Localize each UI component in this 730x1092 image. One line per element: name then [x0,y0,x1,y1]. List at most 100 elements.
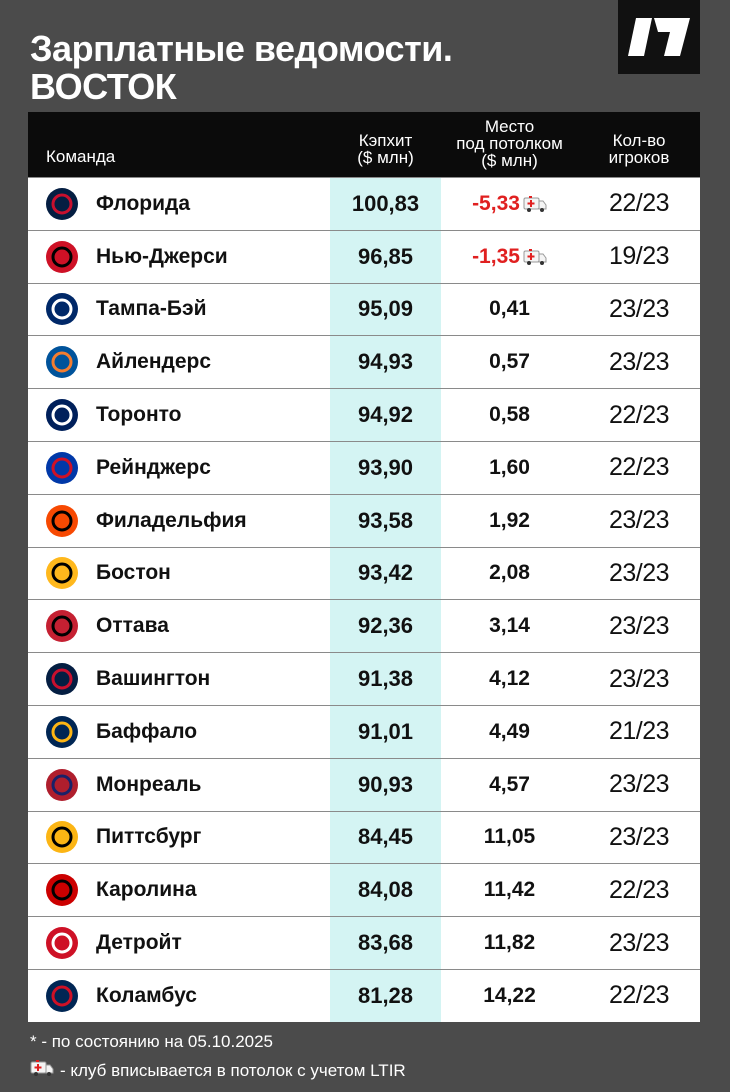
team-name: Айлендерс [96,350,212,374]
players-count: 22/23 [608,400,670,429]
players-count: 21/23 [608,717,670,746]
column-header: Кол-во игроков [608,131,670,167]
table-row: Монреаль 90,93 4,57 23/23 [28,757,700,811]
cap-space-value: 3,14 [489,614,530,638]
team-logo [46,557,78,590]
team-name: Нью-Джерси [96,244,228,268]
salary-table: Команда Кэпхит ($ млн) Место под потолко… [28,112,700,1022]
team-name: Рейнджерс [96,455,211,479]
team-logo [46,663,78,696]
cap-hit: 84,45 [330,811,441,864]
team-logo [46,504,78,537]
cap-hit: 81,28 [330,969,441,1022]
players-count: 22/23 [608,875,670,904]
cap-hit: 93,58 [330,494,441,547]
team-logo [46,927,78,960]
ambulance-icon [523,248,547,265]
table-row: Детройт 83,68 11,82 23/23 [28,916,700,969]
team-logo [46,979,78,1012]
team-name: Вашингтон [96,667,211,691]
cap-space-value: 0,58 [489,403,530,427]
cap-space-value: 1,92 [489,508,530,532]
table-row: Филадельфия 93,58 1,92 23/23 [28,493,700,547]
cap-hit: 95,09 [330,283,441,336]
players-count: 19/23 [608,242,670,271]
table-row: Оттава 92,36 3,14 23/23 [28,599,700,653]
cap-space-value: 4,49 [489,719,530,743]
footnote-text: - клуб вписывается в потолок с учетом LT… [60,1060,406,1080]
cap-space: -1,35 [441,245,578,269]
cap-space: 0,41 [441,297,578,321]
team-logo [46,610,78,643]
table-row: Баффало 91,01 4,49 21/23 [28,704,700,758]
team-logo [46,399,78,432]
cap-space: 11,42 [441,878,578,902]
team-logo [46,768,78,801]
cap-space-value: 11,42 [483,878,536,902]
cap-space-value: -1,35 [472,244,520,268]
players-count: 23/23 [608,611,670,640]
cap-space-value: 0,41 [489,297,530,321]
team-name: Каролина [96,878,197,902]
cap-space-value: 0,57 [489,350,530,374]
footnote-text: * - по состоянию на 05.10.2025 [30,1032,274,1051]
table-row: Коламбус 81,28 14,22 22/23 [28,968,700,1022]
team-logo [46,346,78,379]
table-row: Торонто 94,92 0,58 22/23 [28,388,700,441]
cap-space: 4,57 [441,773,578,797]
table-row: Нью-Джерси 96,85 -1,35 19/23 [28,229,700,283]
players-count: 23/23 [608,770,670,799]
cap-space-value: -5,33 [472,191,520,215]
cap-space-value: 4,57 [489,772,530,796]
column-header: Кэпхит ($ млн) [357,131,414,167]
team-name: Детройт [96,931,182,955]
cap-space: -5,33 [441,192,578,216]
cap-hit: 93,42 [330,547,441,600]
table-row: Айлендерс 94,93 0,57 23/23 [28,335,700,389]
table-row: Питтсбург 84,45 11,05 23/23 [28,810,700,864]
cap-space-value: 11,82 [483,931,536,955]
column-header: Место под потолком ($ млн) [456,117,563,170]
cap-hit: 100,83 [330,178,441,230]
players-count: 22/23 [608,189,670,218]
team-name: Баффало [96,719,198,743]
cap-space: 2,08 [441,561,578,585]
title: Зарплатные ведомости. ВОСТОК [30,28,453,107]
cap-space: 1,92 [441,509,578,533]
players-count: 23/23 [608,294,670,323]
team-name: Тампа-Бэй [96,297,207,321]
cap-space-value: 14,22 [483,983,536,1007]
ambulance-icon [30,1060,54,1076]
team-name: Торонто [96,403,182,427]
footnote: - клуб вписывается в потолок с учетом LT… [30,1059,406,1082]
cap-hit: 84,08 [330,864,441,917]
players-count: 22/23 [608,981,670,1010]
cap-hit: 93,90 [330,441,441,494]
team-logo [46,187,78,220]
cap-space: 4,12 [441,667,578,691]
cap-space: 0,57 [441,350,578,374]
cap-hit: 83,68 [330,917,441,969]
table-body: Флорида 100,83 -5,33 22/23 Нью-Джерси 96,85 -1… [28,177,700,1022]
table-row: Рейнджерс 93,90 1,60 22/23 [28,440,700,494]
ambulance-icon [523,195,547,212]
players-count: 23/23 [608,347,670,376]
players-count: 23/23 [608,822,670,851]
players-count: 22/23 [608,453,670,482]
team-name: Бостон [96,561,171,585]
cap-hit: 91,38 [330,653,441,705]
players-count: 23/23 [608,664,670,693]
players-count: 23/23 [608,506,670,535]
table-row: Каролина 84,08 11,42 22/23 [28,863,700,917]
team-logo [46,821,78,854]
team-logo [46,451,78,484]
ambulance-icon [30,1059,54,1082]
footnote: * - по состоянию на 05.10.2025 [30,1032,273,1052]
cap-hit: 91,01 [330,705,441,758]
team-name: Оттава [96,614,169,638]
team-name: Питтсбург [96,825,202,849]
cap-space: 0,58 [441,403,578,427]
cap-space: 1,60 [441,456,578,480]
team-name: Флорида [96,191,191,215]
